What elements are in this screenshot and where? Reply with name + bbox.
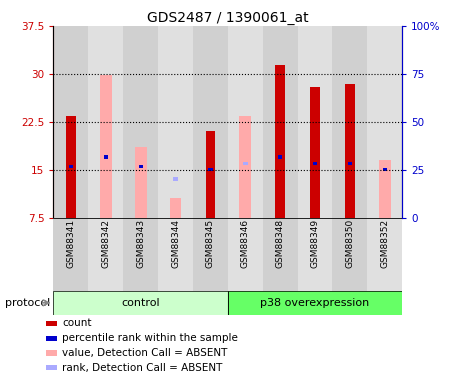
Bar	[263, 217, 298, 291]
Bar	[298, 26, 332, 218]
Bar	[88, 217, 123, 291]
Bar	[332, 217, 367, 291]
Text: control: control	[121, 298, 160, 308]
Text: GSM88352: GSM88352	[380, 219, 389, 268]
Text: GSM88342: GSM88342	[101, 219, 110, 268]
Bar	[243, 162, 247, 165]
Bar	[228, 217, 263, 291]
Bar	[158, 217, 193, 291]
Bar	[208, 168, 213, 171]
Text: GSM88350: GSM88350	[345, 219, 354, 268]
Bar	[46, 350, 57, 355]
Bar	[383, 168, 387, 171]
Bar	[53, 291, 228, 315]
Bar	[170, 198, 181, 217]
Bar	[135, 147, 146, 218]
Bar	[206, 132, 215, 218]
Bar	[348, 162, 352, 165]
Text: GSM88341: GSM88341	[66, 219, 75, 268]
Bar	[243, 162, 248, 165]
Text: p38 overexpression: p38 overexpression	[260, 298, 370, 308]
Bar	[332, 26, 367, 218]
Bar	[69, 165, 73, 168]
Text: GSM88343: GSM88343	[136, 219, 145, 268]
Bar	[313, 162, 317, 165]
Bar	[345, 84, 355, 218]
Bar	[46, 365, 57, 370]
Text: count: count	[62, 318, 92, 328]
Bar	[173, 177, 178, 181]
Text: protocol: protocol	[5, 298, 50, 308]
Bar	[193, 26, 228, 218]
Bar	[379, 160, 391, 218]
Bar	[53, 217, 88, 291]
Bar	[88, 26, 123, 218]
Bar	[139, 165, 143, 168]
Bar	[310, 87, 320, 218]
Bar	[228, 291, 402, 315]
Text: rank, Detection Call = ABSENT: rank, Detection Call = ABSENT	[62, 363, 222, 372]
Bar	[193, 217, 228, 291]
Bar	[263, 26, 298, 218]
Text: GSM88348: GSM88348	[276, 219, 285, 268]
Bar	[46, 336, 57, 341]
Bar	[228, 26, 263, 218]
Text: GSM88344: GSM88344	[171, 219, 180, 268]
Bar	[367, 26, 402, 218]
Text: percentile rank within the sample: percentile rank within the sample	[62, 333, 238, 343]
Bar	[367, 217, 402, 291]
Bar	[275, 64, 285, 218]
Bar	[53, 26, 88, 218]
Bar	[158, 26, 193, 218]
Title: GDS2487 / 1390061_at: GDS2487 / 1390061_at	[147, 11, 309, 25]
Bar	[228, 291, 402, 315]
Bar	[239, 116, 251, 218]
Bar	[66, 116, 76, 218]
Bar	[123, 26, 158, 218]
Text: value, Detection Call = ABSENT: value, Detection Call = ABSENT	[62, 348, 227, 358]
Bar	[100, 75, 112, 217]
Text: GSM88349: GSM88349	[311, 219, 319, 268]
Bar	[104, 155, 108, 159]
Bar	[53, 291, 228, 315]
Bar	[46, 321, 57, 326]
Bar	[278, 155, 282, 159]
Bar	[298, 217, 332, 291]
Bar	[123, 217, 158, 291]
Text: GSM88346: GSM88346	[241, 219, 250, 268]
Text: GSM88345: GSM88345	[206, 219, 215, 268]
